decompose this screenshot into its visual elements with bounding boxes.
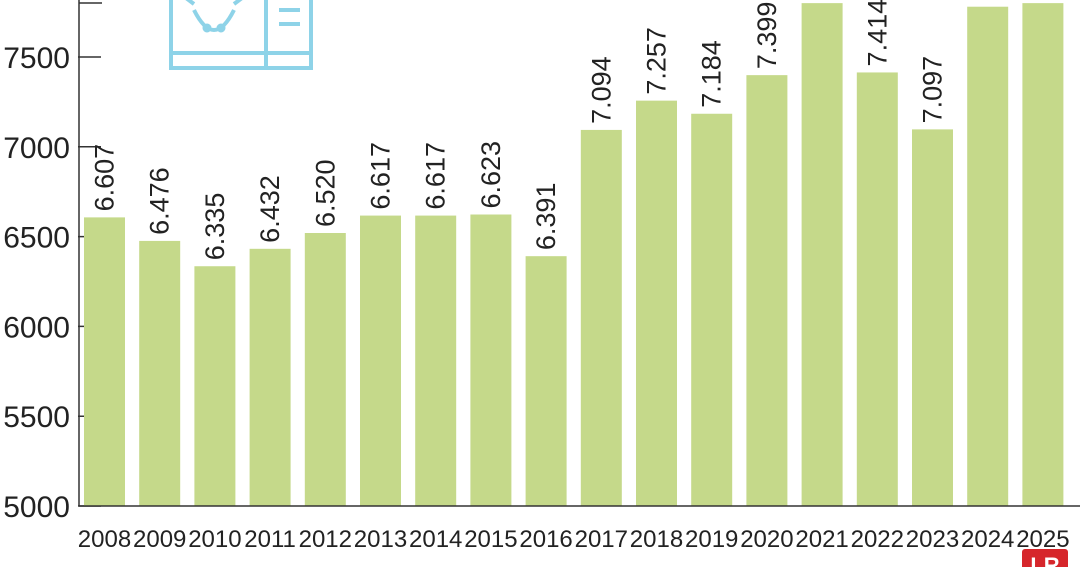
bar-2017 <box>580 129 622 506</box>
value-label-2008: 6.607 <box>90 144 120 212</box>
lr-badge: LR <box>1022 549 1068 567</box>
bar-2009 <box>139 240 181 506</box>
bars <box>84 3 1064 507</box>
x-tick-label-2018: 2018 <box>630 526 683 553</box>
value-label-2023: 7.097 <box>918 56 948 124</box>
value-label-2013: 6.617 <box>366 142 396 210</box>
value-label-2017: 7.094 <box>586 56 616 124</box>
bar-2014 <box>415 215 457 507</box>
x-tick-label-2019: 2019 <box>685 526 738 553</box>
x-tick-label-2014: 2014 <box>409 526 462 553</box>
bar-2021 <box>801 3 843 507</box>
value-label-2022: 7.414 <box>862 0 892 66</box>
x-tick-label-2021: 2021 <box>795 526 848 553</box>
bar-2025 <box>1022 3 1064 507</box>
bar-2015 <box>470 214 512 506</box>
bar-2018 <box>636 100 677 507</box>
bar-2010 <box>194 266 236 506</box>
value-label-2009: 6.476 <box>145 167 175 235</box>
bar-2012 <box>304 233 346 506</box>
bar-2011 <box>249 248 291 506</box>
bar-2019 <box>691 113 733 506</box>
x-tick-label-2011: 2011 <box>244 526 296 553</box>
bar-2008 <box>84 217 125 506</box>
x-tick-label-2023: 2023 <box>906 526 959 553</box>
bar-2024 <box>967 6 1009 506</box>
x-tick-label-2015: 2015 <box>464 526 517 553</box>
x-tick-label-2017: 2017 <box>575 526 628 553</box>
x-tick-label-2010: 2010 <box>188 526 241 553</box>
value-label-2016: 6.391 <box>531 183 561 251</box>
x-tick-label-2009: 2009 <box>133 526 186 553</box>
bar-2023 <box>912 129 953 507</box>
cow-head-document-icon <box>169 0 313 70</box>
x-tick-label-2012: 2012 <box>299 526 352 553</box>
value-label-2011: 6.432 <box>255 175 285 243</box>
x-tick-label-2013: 2013 <box>354 526 407 553</box>
y-tick-label: 6000 <box>3 311 70 344</box>
value-label-2019: 7.184 <box>697 40 727 108</box>
value-label-2010: 6.335 <box>200 193 230 261</box>
y-tick-label: 7000 <box>3 132 70 165</box>
value-label-2012: 6.520 <box>310 159 340 227</box>
x-tick-label-2008: 2008 <box>78 526 131 553</box>
bar-2022 <box>856 72 898 506</box>
x-tick-label-2022: 2022 <box>851 526 904 553</box>
bar-2013 <box>360 215 401 507</box>
y-tick-label: 5500 <box>3 401 70 434</box>
value-label-2020: 7.399 <box>752 2 782 70</box>
y-tick-label: 6500 <box>3 222 70 255</box>
value-label-2018: 7.257 <box>642 27 672 95</box>
y-tick-label: 7500 <box>3 42 70 75</box>
x-tick-label-2020: 2020 <box>740 526 793 553</box>
bar-2020 <box>746 75 788 507</box>
value-label-2014: 6.617 <box>421 142 451 210</box>
x-tick-label-2025: 2025 <box>1016 526 1069 553</box>
x-tick-label-2016: 2016 <box>519 526 572 553</box>
x-tick-label-2024: 2024 <box>961 526 1014 553</box>
bar-2016 <box>525 256 567 506</box>
badge-text: LR <box>1030 553 1059 567</box>
x-axis-ticks: 2008 2009 2010 2011 2012 2013 2014 2015 2016 2017… <box>78 526 1070 553</box>
y-tick-label: 5000 <box>3 491 70 524</box>
value-label-2015: 6.623 <box>476 141 506 209</box>
value-labels: 6.607 6.476 6.335 6.432 6.520 6.617 6.617 6.623… <box>90 0 948 260</box>
